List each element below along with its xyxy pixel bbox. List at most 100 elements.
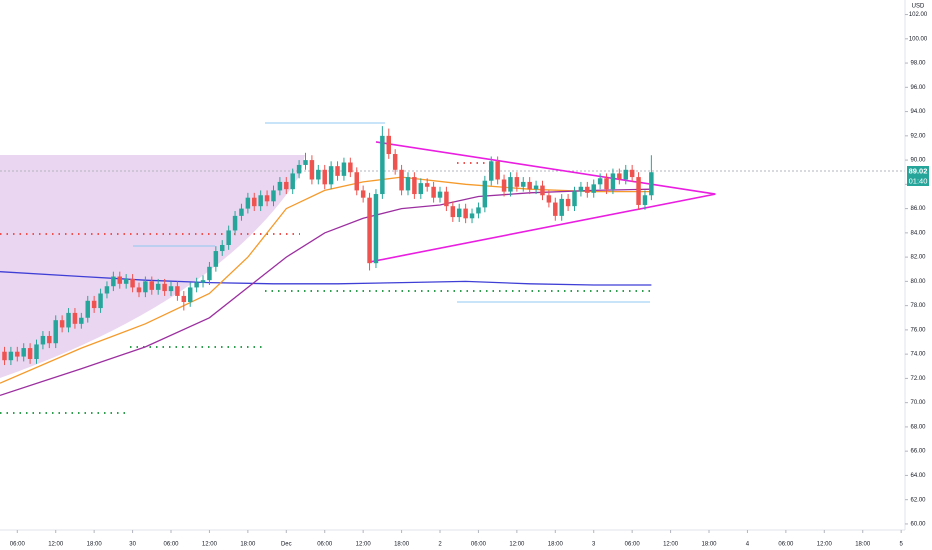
candle-body bbox=[316, 169, 321, 180]
candle-body bbox=[72, 312, 78, 324]
candle-body bbox=[444, 191, 449, 207]
candle-body bbox=[66, 312, 71, 328]
candle-body bbox=[175, 286, 180, 296]
candle-body bbox=[553, 202, 558, 216]
candle-body bbox=[610, 173, 616, 190]
indicator-line bbox=[0, 188, 652, 397]
x-tick-label: 18:00 bbox=[394, 542, 410, 548]
candle-body bbox=[399, 169, 404, 191]
candle-body bbox=[386, 135, 392, 155]
x-tick-label: 18:00 bbox=[702, 542, 718, 548]
x-tick-label: 06:00 bbox=[625, 542, 641, 548]
candle-body bbox=[546, 195, 552, 203]
candle-body bbox=[284, 181, 289, 190]
countdown-box bbox=[907, 176, 929, 186]
x-tick-label: Dec bbox=[281, 542, 292, 548]
candle-body bbox=[636, 177, 641, 205]
candle-body bbox=[290, 173, 295, 190]
candle-body bbox=[162, 283, 167, 292]
candle-body bbox=[335, 166, 340, 176]
candle-body bbox=[463, 208, 468, 219]
candle-body bbox=[104, 286, 110, 294]
x-tick-label: 18:00 bbox=[548, 542, 564, 548]
candle-body bbox=[239, 208, 244, 216]
y-tick-label: 78.00 bbox=[910, 303, 926, 309]
candle-body bbox=[47, 335, 52, 344]
candle-body bbox=[565, 198, 571, 207]
candle-body bbox=[380, 135, 385, 195]
candle-body bbox=[437, 191, 443, 198]
candle-body bbox=[8, 351, 14, 361]
candle-body bbox=[130, 278, 135, 288]
candle-body bbox=[482, 180, 488, 208]
candle-body bbox=[98, 293, 103, 309]
candle-body bbox=[85, 300, 90, 318]
y-tick-label: 96.00 bbox=[910, 85, 926, 91]
candle-body bbox=[277, 181, 283, 191]
candle-body bbox=[213, 251, 219, 267]
candle-body bbox=[418, 183, 424, 195]
candle-body bbox=[469, 213, 475, 219]
candle-body bbox=[360, 190, 366, 198]
candle-body bbox=[508, 177, 513, 192]
x-tick-label: 12:00 bbox=[817, 542, 833, 548]
y-tick-label: 86.00 bbox=[910, 206, 926, 212]
candle-body bbox=[15, 351, 20, 357]
candle-body bbox=[136, 287, 142, 293]
x-tick-label: 3 bbox=[592, 542, 596, 548]
candle-body bbox=[271, 190, 276, 202]
candle-body bbox=[200, 280, 206, 283]
indicator-line bbox=[369, 193, 716, 263]
x-tick-label: 06:00 bbox=[164, 542, 180, 548]
candle-body bbox=[309, 160, 315, 180]
candle-body bbox=[155, 283, 161, 290]
candle-body bbox=[348, 162, 353, 173]
candle-body bbox=[527, 181, 532, 190]
candle-body bbox=[604, 178, 609, 190]
candle-body bbox=[489, 161, 494, 181]
indicator-line bbox=[375, 141, 716, 195]
y-tick-label: 60.00 bbox=[910, 522, 926, 528]
candle-body bbox=[649, 172, 654, 196]
candle-body bbox=[456, 208, 462, 218]
candle-body bbox=[181, 295, 187, 302]
y-tick-label: 90.00 bbox=[910, 158, 926, 164]
x-tick-label: 4 bbox=[746, 542, 750, 548]
y-tick-label: 80.00 bbox=[910, 279, 926, 285]
y-tick-label: 64.00 bbox=[910, 473, 926, 479]
candle-body bbox=[495, 161, 500, 180]
candle-body bbox=[540, 185, 545, 196]
candle-body bbox=[392, 154, 398, 170]
y-tick-label: 84.00 bbox=[910, 230, 926, 236]
candle-body bbox=[252, 197, 257, 207]
y-tick-label: 98.00 bbox=[910, 61, 926, 67]
candle-body bbox=[59, 320, 65, 328]
candle-body bbox=[642, 195, 648, 205]
candle-body bbox=[367, 197, 372, 264]
y-tick-label: 66.00 bbox=[910, 449, 926, 455]
candle-body bbox=[572, 191, 577, 207]
price-tag-box bbox=[907, 166, 929, 176]
candle-body bbox=[111, 276, 116, 287]
candle-body bbox=[40, 335, 46, 345]
candle-body bbox=[373, 194, 379, 264]
x-tick-label: 2 bbox=[438, 542, 442, 548]
x-tick-label: 5 bbox=[899, 542, 903, 548]
y-tick-label: 68.00 bbox=[910, 424, 926, 430]
x-tick-label: 18:00 bbox=[240, 542, 256, 548]
candle-body bbox=[431, 186, 436, 198]
x-tick-label: 12:00 bbox=[509, 542, 525, 548]
candle-body bbox=[296, 164, 302, 174]
y-tick-label: 76.00 bbox=[910, 327, 926, 333]
candle-body bbox=[450, 206, 456, 218]
y-tick-label: 62.00 bbox=[910, 497, 926, 503]
candle-body bbox=[117, 276, 123, 284]
candle-body bbox=[514, 177, 520, 187]
candle-body bbox=[27, 348, 33, 359]
candle-body bbox=[521, 181, 526, 187]
candle-body bbox=[322, 169, 327, 185]
candle-body bbox=[34, 344, 39, 359]
candle-body bbox=[168, 286, 174, 292]
candle-body bbox=[220, 244, 225, 252]
